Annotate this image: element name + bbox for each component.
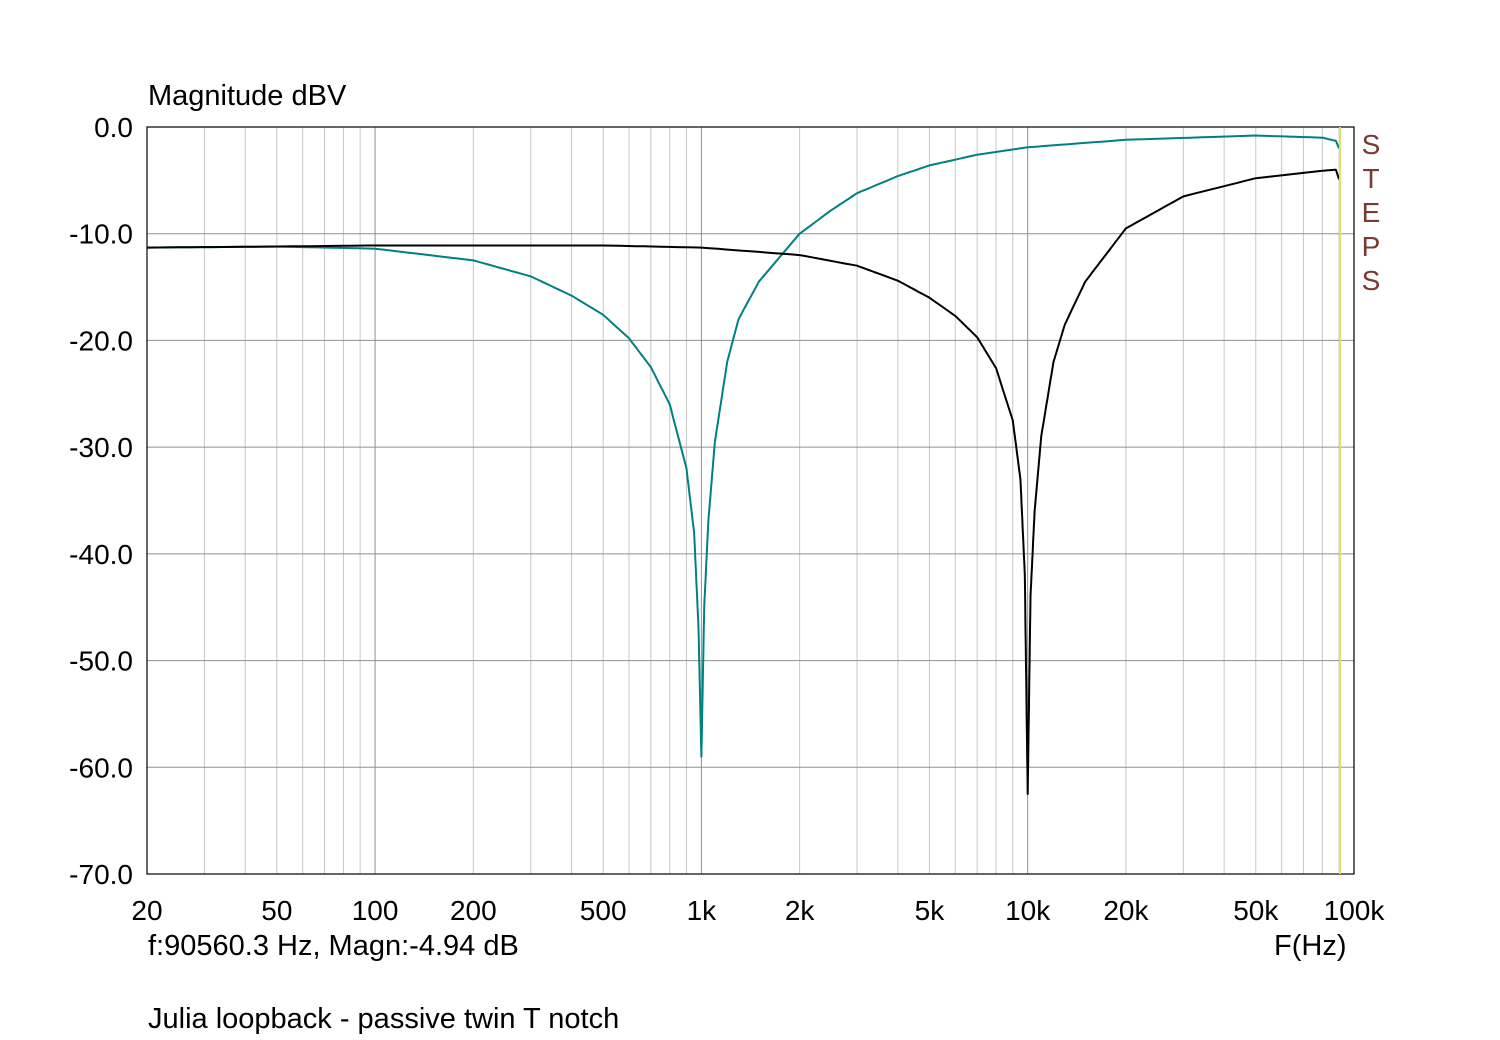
x-tick-label: 2k (785, 895, 816, 926)
steps-label: S T E P S (1356, 128, 1386, 298)
x-tick-label: 1k (687, 895, 718, 926)
x-tick-label: 50k (1233, 895, 1279, 926)
x-tick-label: 200 (450, 895, 497, 926)
x-tick-label: 50 (261, 895, 292, 926)
series-line-2 (146, 168, 1341, 795)
x-tick-label: 500 (580, 895, 627, 926)
steps-letter: T (1362, 163, 1380, 194)
chart-caption: Julia loopback - passive twin T notch (148, 1003, 620, 1035)
steps-letter: E (1361, 197, 1381, 228)
y-tick-label: -30.0 (69, 432, 133, 463)
grid-lines (147, 127, 1354, 874)
steps-letter: S (1361, 265, 1381, 296)
steps-letter: P (1361, 231, 1381, 262)
y-tick-label: -50.0 (69, 646, 133, 677)
series-line-1 (146, 134, 1340, 758)
x-tick-label: 5k (915, 895, 946, 926)
x-tick-label: 20 (131, 895, 162, 926)
x-tick-label: 20k (1103, 895, 1149, 926)
tick-labels: 20 50 100 200 500 1k 2k 5k 10k 20k 50k 100k 0.0 -10.0… (69, 112, 1385, 926)
x-axis-title: F(Hz) (1274, 930, 1347, 962)
steps-letter: S (1361, 129, 1381, 160)
plot-frame (146, 126, 1355, 875)
x-tick-label: 10k (1005, 895, 1051, 926)
y-tick-label: 0.0 (94, 112, 133, 143)
y-tick-label: -10.0 (69, 219, 133, 250)
y-tick-label: -20.0 (69, 325, 133, 356)
y-tick-label: -60.0 (69, 752, 133, 783)
y-tick-label: -70.0 (69, 859, 133, 890)
y-axis-title: Magnitude dBV (148, 80, 347, 112)
cursor-readout: f:90560.3 Hz, Magn:-4.94 dB (148, 930, 519, 962)
y-tick-label: -40.0 (69, 539, 133, 570)
x-tick-label: 100 (352, 895, 399, 926)
series-layer (146, 134, 1341, 795)
x-tick-label: 100k (1324, 895, 1386, 926)
